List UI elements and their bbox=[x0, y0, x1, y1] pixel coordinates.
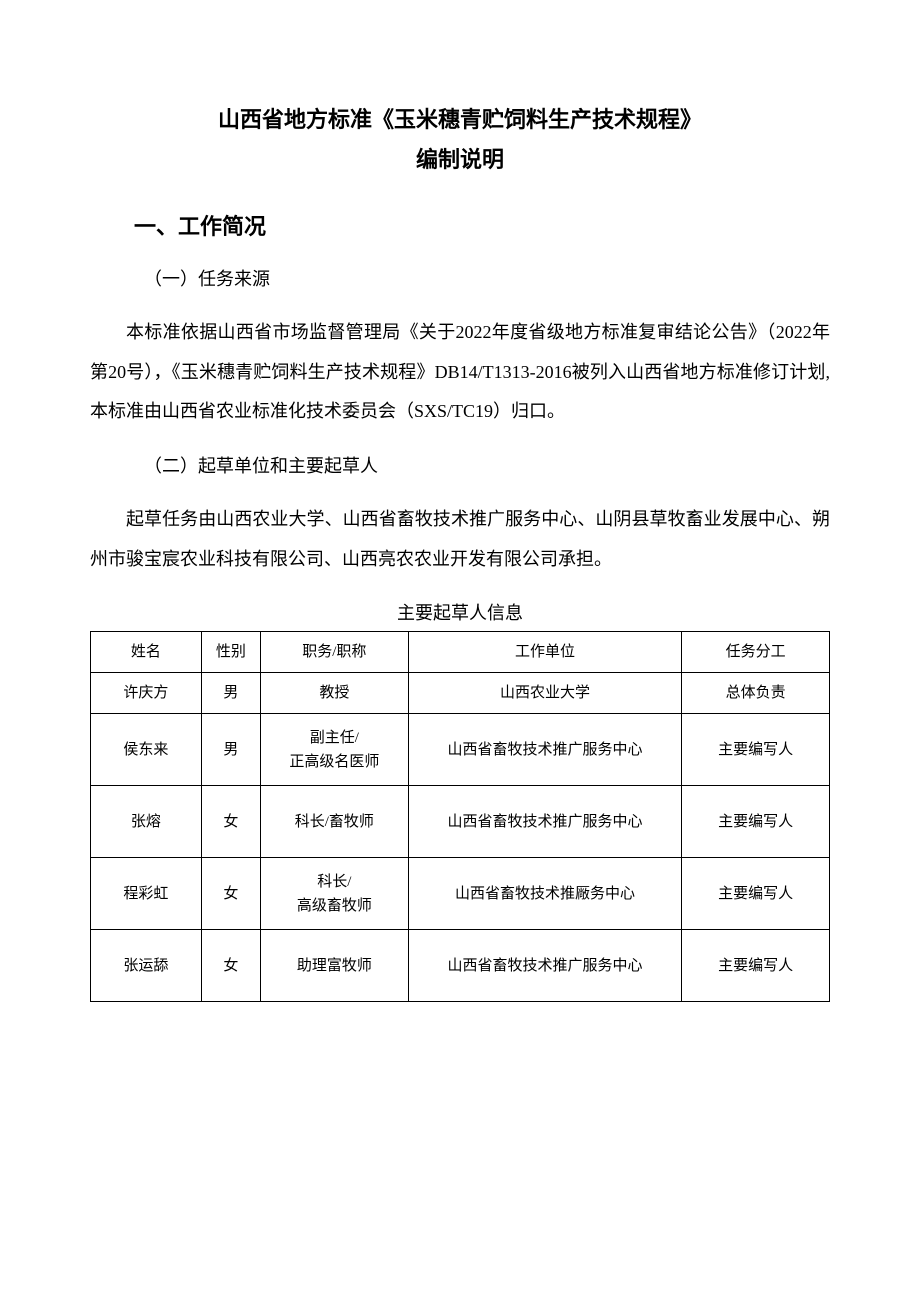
cell-title: 科长/畜牧师 bbox=[260, 786, 408, 858]
cell-task: 主要编写人 bbox=[682, 930, 830, 1002]
cell-org: 山西省畜牧技术推广服务中心 bbox=[408, 714, 681, 786]
table-header-name: 姓名 bbox=[91, 632, 202, 673]
table-row: 张运舔女助理富牧师山西省畜牧技术推广服务中心主要编写人 bbox=[91, 930, 830, 1002]
cell-name: 程彩虹 bbox=[91, 858, 202, 930]
cell-org: 山西农业大学 bbox=[408, 673, 681, 714]
cell-gender: 男 bbox=[201, 714, 260, 786]
cell-task: 总体负责 bbox=[682, 673, 830, 714]
cell-name: 许庆方 bbox=[91, 673, 202, 714]
table-row: 许庆方男教授山西农业大学总体负责 bbox=[91, 673, 830, 714]
section-1-sub2-heading: （二）起草单位和主要起草人 bbox=[90, 448, 830, 484]
section-1-sub1-heading: （一）任务来源 bbox=[90, 261, 830, 297]
document-title-line1: 山西省地方标准《玉米穗青贮饲料生产技术规程》 bbox=[90, 100, 830, 140]
cell-org: 山西省畜牧技术推厰务中心 bbox=[408, 858, 681, 930]
cell-org: 山西省畜牧技术推广服务中心 bbox=[408, 786, 681, 858]
cell-title: 助理富牧师 bbox=[260, 930, 408, 1002]
table-header-title: 职务/职称 bbox=[260, 632, 408, 673]
table-row: 程彩虹女科长/ 高级畜牧师山西省畜牧技术推厰务中心主要编写人 bbox=[91, 858, 830, 930]
cell-gender: 女 bbox=[201, 930, 260, 1002]
cell-task: 主要编写人 bbox=[682, 714, 830, 786]
cell-org: 山西省畜牧技术推广服务中心 bbox=[408, 930, 681, 1002]
cell-name: 张熔 bbox=[91, 786, 202, 858]
cell-gender: 男 bbox=[201, 673, 260, 714]
section-1-heading: 一、工作简况 bbox=[90, 209, 830, 241]
cell-name: 侯东来 bbox=[91, 714, 202, 786]
table-row: 张熔女科长/畜牧师山西省畜牧技术推广服务中心主要编写人 bbox=[91, 786, 830, 858]
section-1-sub2-paragraph: 起草任务由山西农业大学、山西省畜牧技术推广服务中心、山阴县草牧畜业发展中心、朔州… bbox=[90, 500, 830, 579]
table-body: 许庆方男教授山西农业大学总体负责侯东来男副主任/ 正高级名医师山西省畜牧技术推广… bbox=[91, 673, 830, 1002]
table-header-row: 姓名 性别 职务/职称 工作单位 任务分工 bbox=[91, 632, 830, 673]
cell-title: 教授 bbox=[260, 673, 408, 714]
cell-task: 主要编写人 bbox=[682, 858, 830, 930]
drafters-table: 姓名 性别 职务/职称 工作单位 任务分工 许庆方男教授山西农业大学总体负责侯东… bbox=[90, 631, 830, 1002]
cell-name: 张运舔 bbox=[91, 930, 202, 1002]
section-1-sub1-paragraph: 本标准依据山西省市场监督管理局《关于2022年度省级地方标准复审结论公告》（20… bbox=[90, 313, 830, 432]
table-header-task: 任务分工 bbox=[682, 632, 830, 673]
cell-task: 主要编写人 bbox=[682, 786, 830, 858]
table-caption: 主要起草人信息 bbox=[90, 599, 830, 625]
table-header-org: 工作单位 bbox=[408, 632, 681, 673]
document-title-line2: 编制说明 bbox=[90, 140, 830, 180]
cell-gender: 女 bbox=[201, 786, 260, 858]
cell-title: 科长/ 高级畜牧师 bbox=[260, 858, 408, 930]
table-row: 侯东来男副主任/ 正高级名医师山西省畜牧技术推广服务中心主要编写人 bbox=[91, 714, 830, 786]
cell-title: 副主任/ 正高级名医师 bbox=[260, 714, 408, 786]
table-header-gender: 性别 bbox=[201, 632, 260, 673]
cell-gender: 女 bbox=[201, 858, 260, 930]
